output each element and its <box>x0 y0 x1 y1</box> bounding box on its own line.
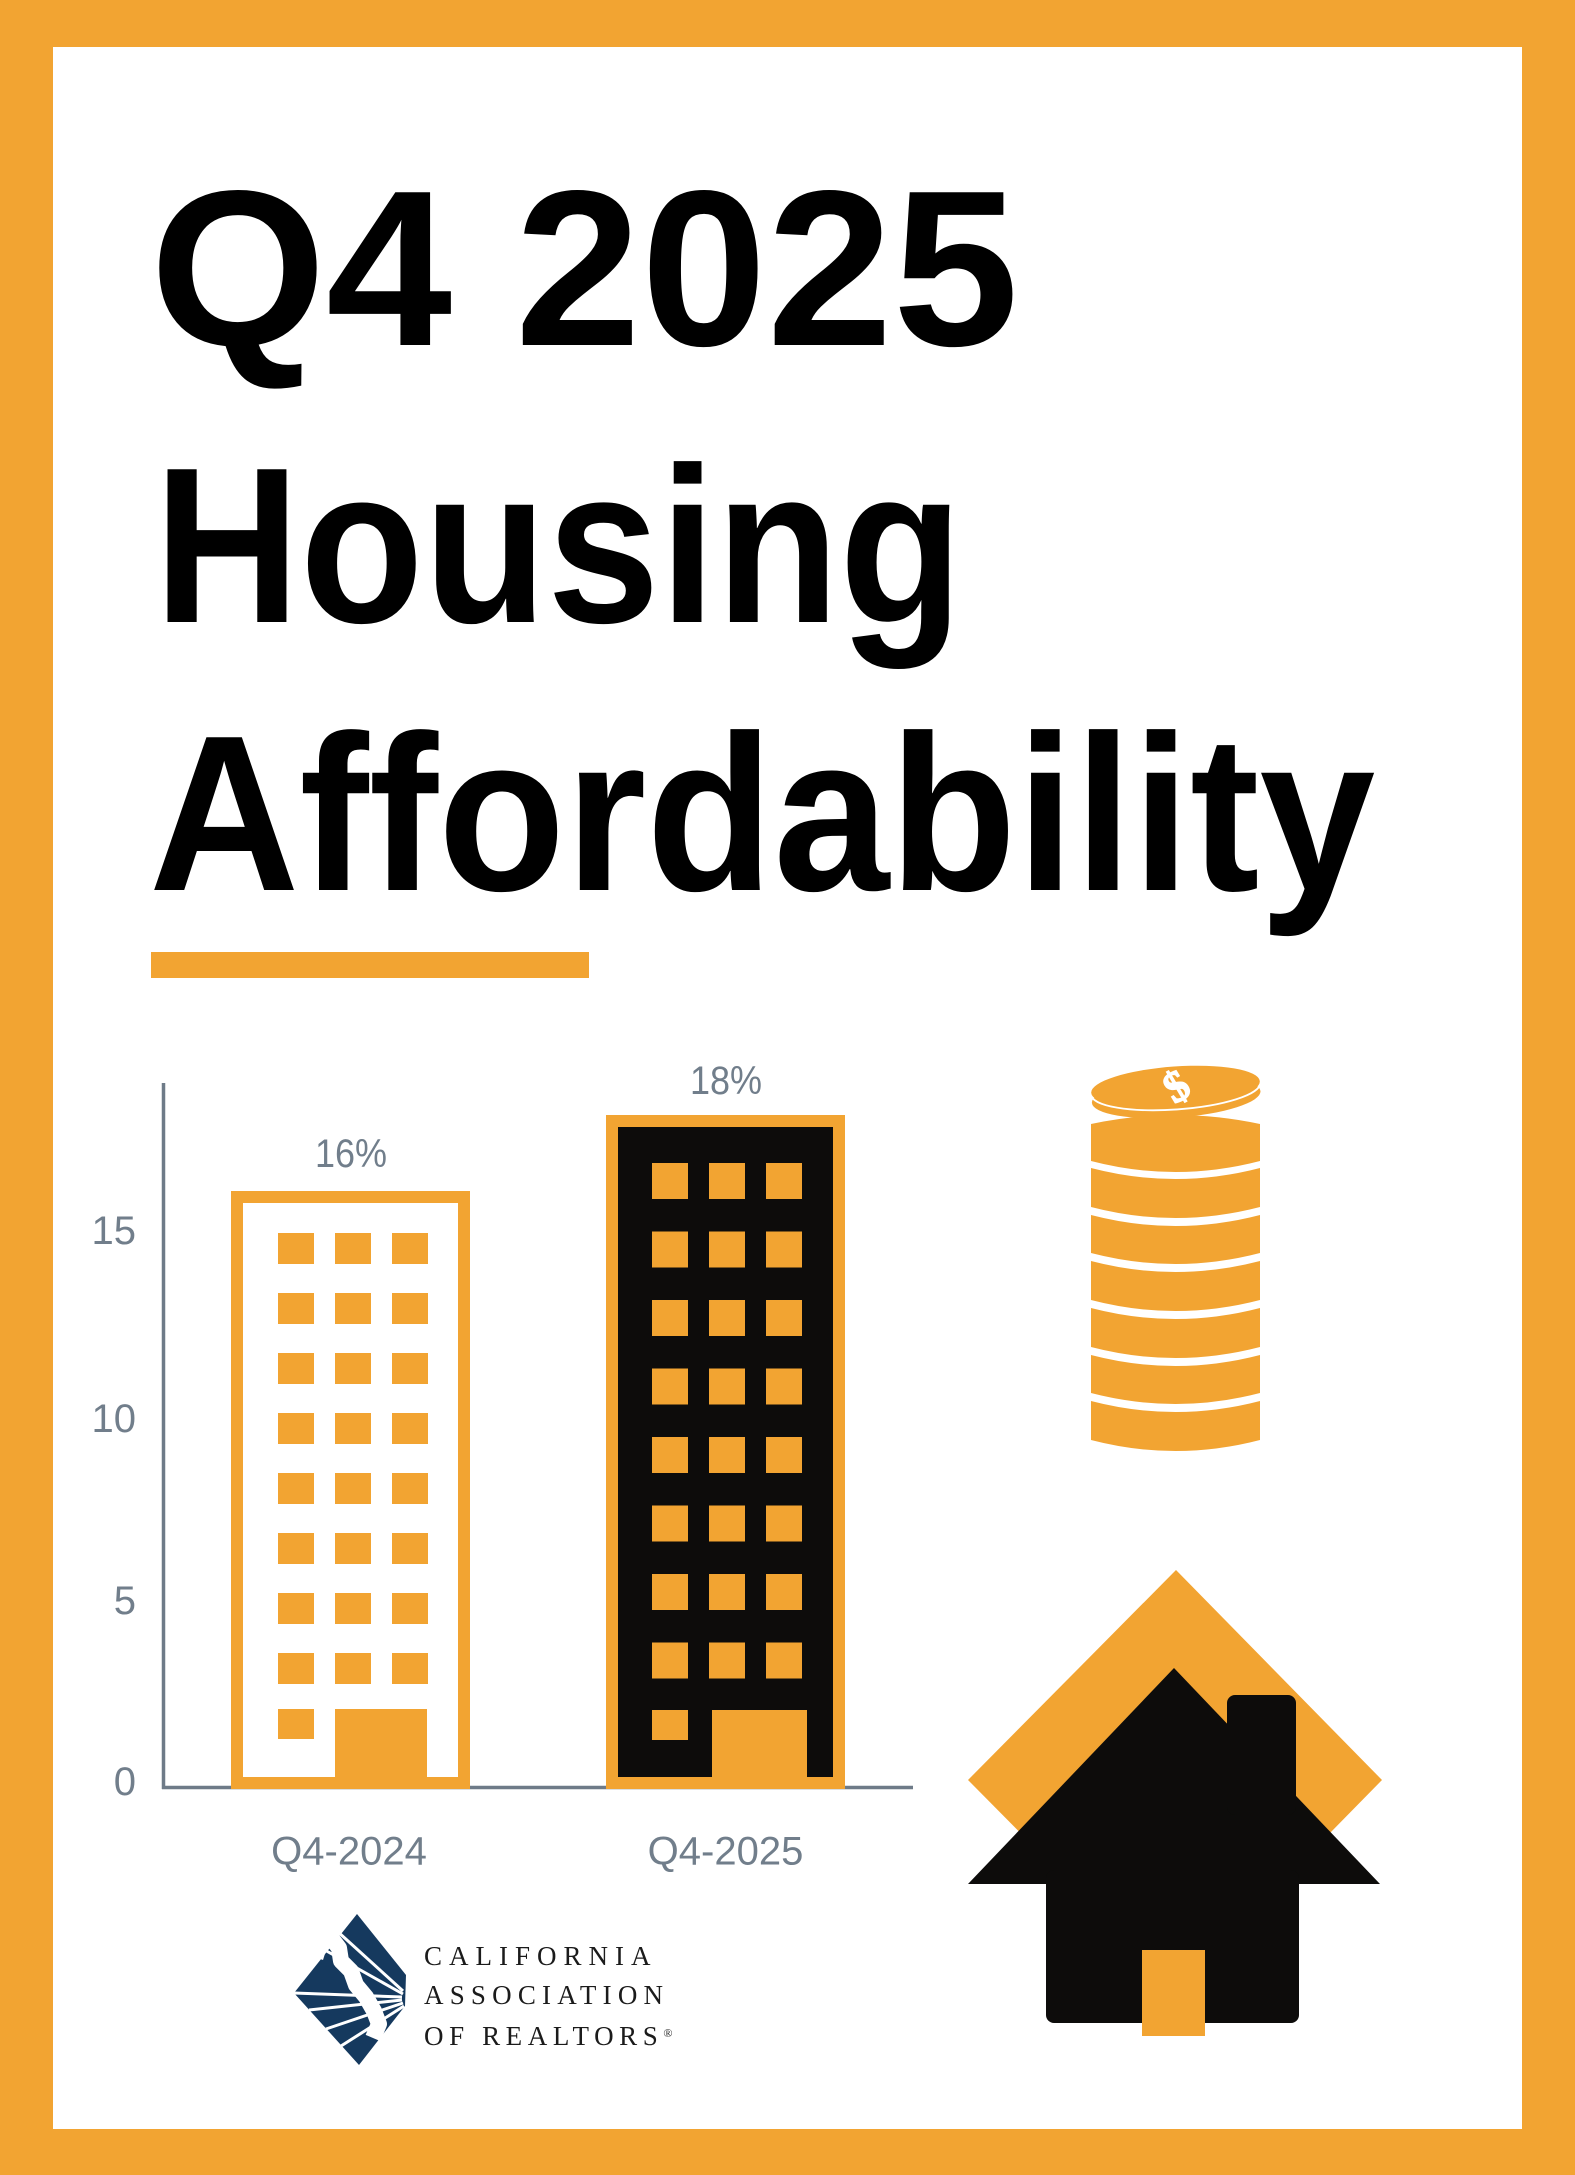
svg-text:10: 10 <box>92 1397 137 1441</box>
svg-text:Q4-2024: Q4-2024 <box>271 1830 427 1874</box>
svg-text:5: 5 <box>114 1579 136 1623</box>
svg-text:16%: 16% <box>315 1132 387 1176</box>
svg-text:0: 0 <box>114 1760 136 1804</box>
svg-text:15: 15 <box>92 1209 137 1253</box>
svg-text:Q4-2025: Q4-2025 <box>648 1830 804 1874</box>
svg-text:18%: 18% <box>690 1059 762 1103</box>
